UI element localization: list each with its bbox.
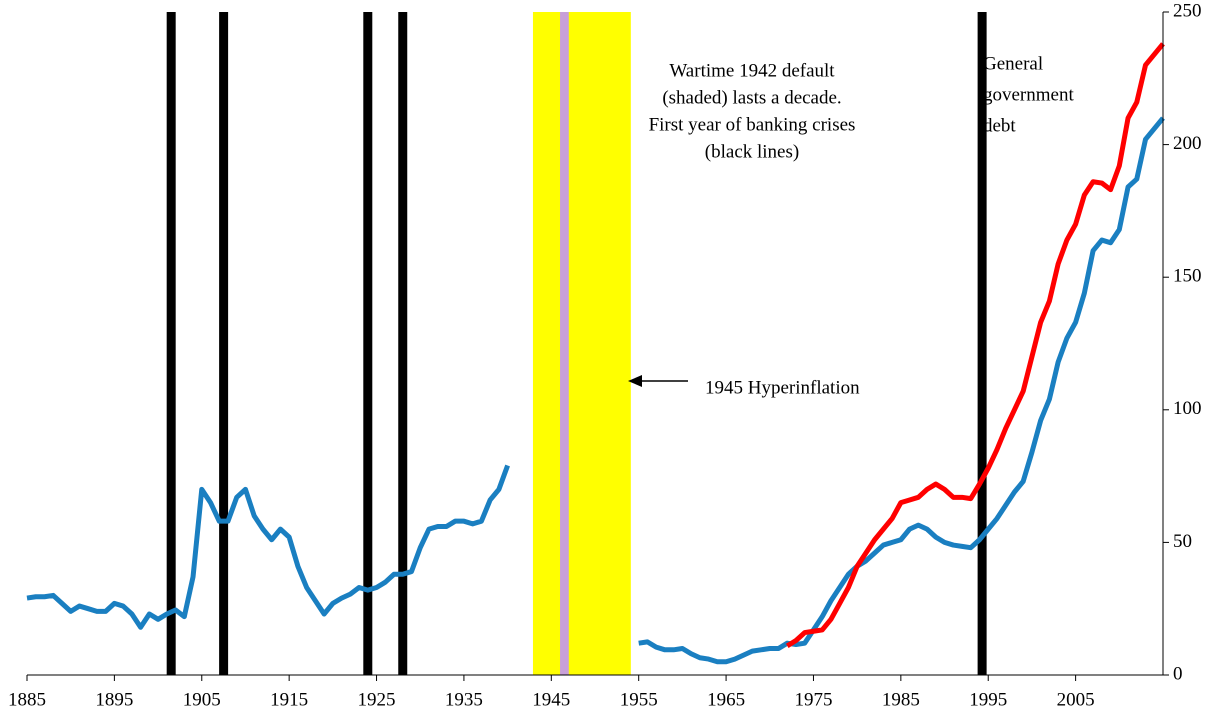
- x-tick-label: 1935: [445, 689, 483, 710]
- y-tick-label: 50: [1173, 531, 1192, 552]
- x-tick-label: 1975: [794, 689, 832, 710]
- y-tick-label: 250: [1173, 0, 1202, 21]
- series-note: General: [983, 53, 1043, 74]
- default-note: (black lines): [705, 141, 799, 162]
- y-tick-label: 100: [1173, 398, 1202, 419]
- default-note: Wartime 1942 default: [669, 60, 835, 81]
- y-tick-label: 200: [1173, 133, 1202, 154]
- hyperinflation-span: [560, 12, 569, 675]
- x-tick-label: 1995: [969, 689, 1007, 710]
- x-tick-label: 1955: [620, 689, 658, 710]
- x-tick-label: 1885: [8, 689, 46, 710]
- x-tick-label: 1925: [358, 689, 396, 710]
- x-tick-label: 1915: [270, 689, 308, 710]
- default-note: (shaded) lasts a decade.: [662, 87, 841, 108]
- x-tick-label: 1985: [882, 689, 920, 710]
- y-tick-label: 150: [1173, 266, 1202, 287]
- x-tick-label: 2005: [1057, 689, 1095, 710]
- x-tick-label: 1905: [183, 689, 221, 710]
- x-tick-label: 1895: [95, 689, 133, 710]
- series-note: debt: [983, 115, 1016, 136]
- arrow-head: [628, 375, 642, 387]
- default-span: [532, 12, 631, 675]
- default-note: First year of banking crises: [649, 114, 856, 135]
- y-tick-label: 0: [1173, 663, 1183, 684]
- series-note: government: [983, 84, 1074, 105]
- hyperinflation-note: 1945 Hyperinflation: [705, 377, 860, 398]
- x-tick-label: 1945: [532, 689, 570, 710]
- series-line: [785, 42, 1165, 648]
- series-line: [26, 116, 1165, 665]
- x-tick-label: 1965: [707, 689, 745, 710]
